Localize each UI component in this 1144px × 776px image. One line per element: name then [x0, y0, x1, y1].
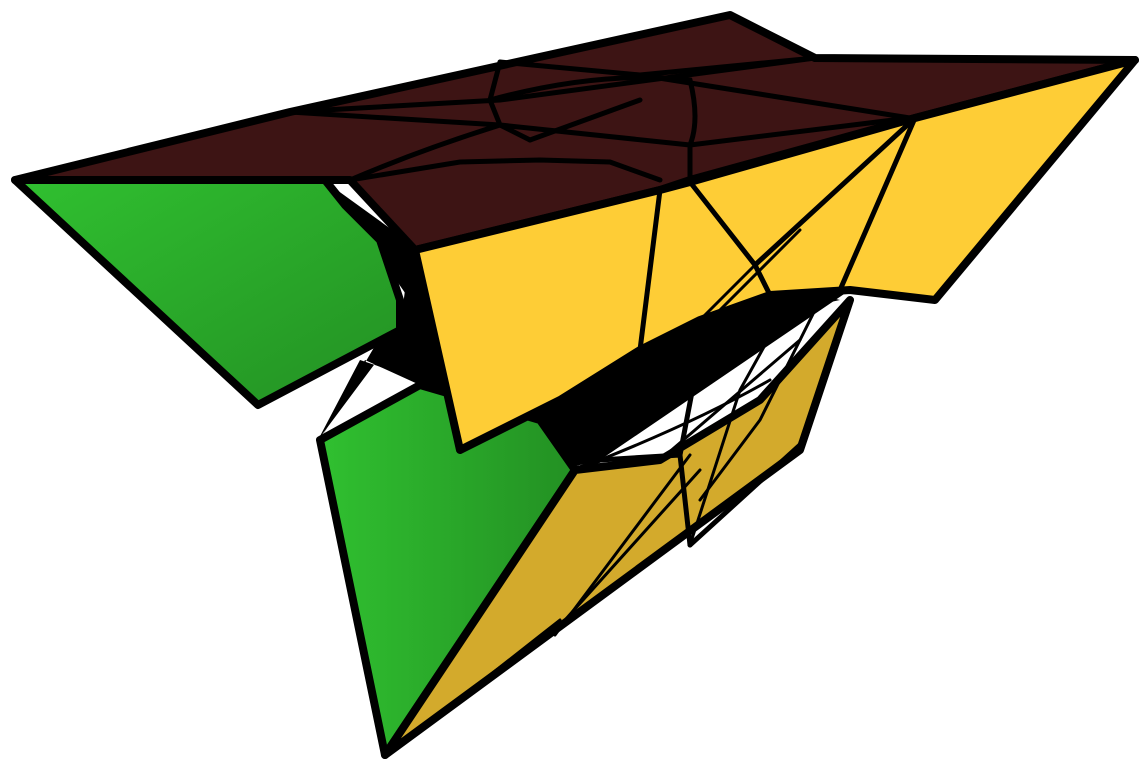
top-face-cuts	[287, 55, 913, 188]
green-face-upper[interactable]	[11, 176, 404, 409]
yellow-face-front-cuts	[637, 115, 918, 353]
top-face-outline	[12, 12, 1138, 183]
green-face-lower[interactable]	[316, 381, 579, 759]
yellow-face-lower-cuts	[418, 297, 822, 732]
